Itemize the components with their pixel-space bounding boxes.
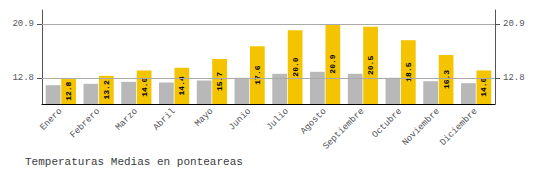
svg-text:16.3: 16.3 xyxy=(442,70,451,89)
svg-text:Enero: Enero xyxy=(38,106,64,132)
svg-text:14.0: 14.0 xyxy=(479,77,488,96)
svg-text:Junio: Junio xyxy=(227,106,253,132)
svg-text:Agosto: Agosto xyxy=(299,106,329,136)
svg-text:14.4: 14.4 xyxy=(177,76,187,96)
svg-text:Mayo: Mayo xyxy=(193,106,215,128)
svg-text:Octubre: Octubre xyxy=(370,106,404,140)
svg-text:14.0: 14.0 xyxy=(140,77,149,96)
svg-text:20.9: 20.9 xyxy=(12,19,34,29)
svg-text:20.9: 20.9 xyxy=(503,19,525,29)
svg-text:Julio: Julio xyxy=(265,106,291,132)
svg-text:20.9: 20.9 xyxy=(328,54,337,73)
svg-text:20.0: 20.0 xyxy=(291,57,300,76)
svg-text:13.2: 13.2 xyxy=(102,80,111,99)
svg-text:Temperaturas Medias en pontear: Temperaturas Medias en ponteareas xyxy=(25,156,243,168)
svg-text:Febrero: Febrero xyxy=(68,106,102,140)
svg-text:12.8: 12.8 xyxy=(503,73,525,83)
svg-text:Noviembre: Noviembre xyxy=(401,106,442,147)
svg-text:12.8: 12.8 xyxy=(64,81,73,100)
svg-text:Marzo: Marzo xyxy=(114,106,140,132)
svg-text:Abril: Abril xyxy=(152,106,178,132)
svg-text:18.5: 18.5 xyxy=(403,62,413,82)
svg-text:20.5: 20.5 xyxy=(366,56,375,75)
svg-text:Septiembre: Septiembre xyxy=(321,106,366,151)
svg-text:15.7: 15.7 xyxy=(215,72,224,91)
svg-text:Diciembre: Diciembre xyxy=(438,106,479,147)
svg-text:12.8: 12.8 xyxy=(12,73,34,83)
svg-text:17.6: 17.6 xyxy=(253,65,262,84)
